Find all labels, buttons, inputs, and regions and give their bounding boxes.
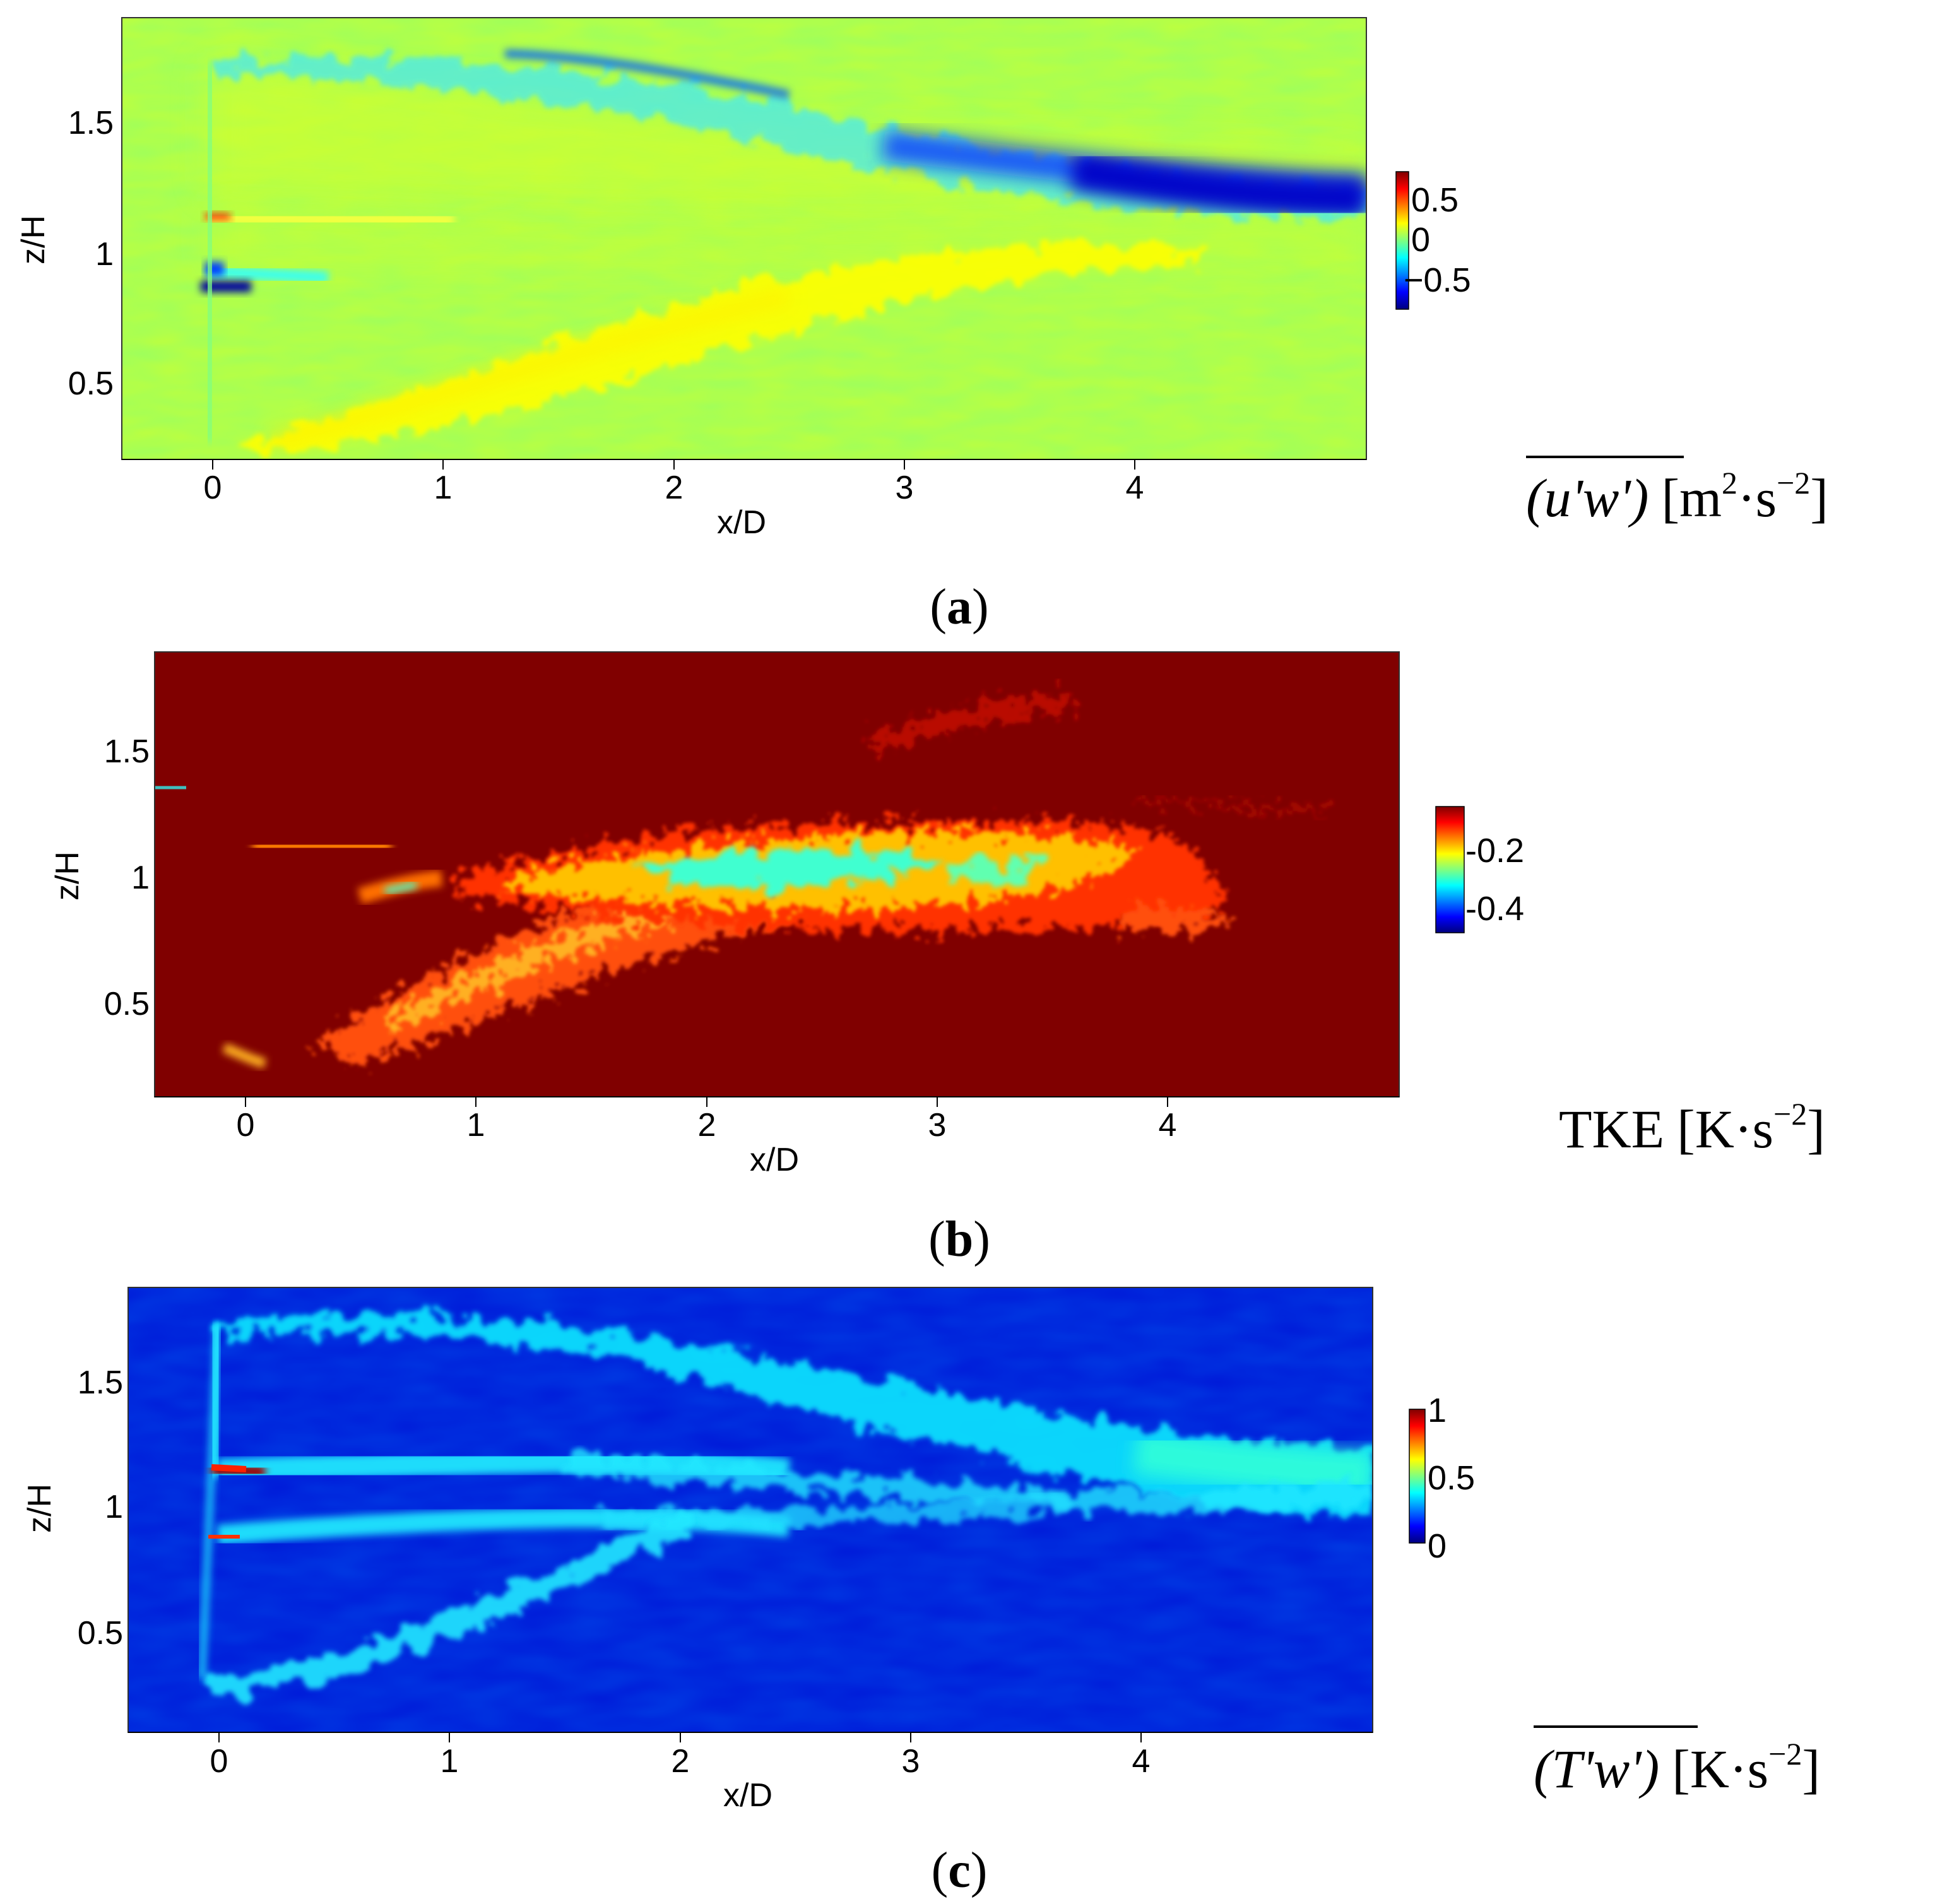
x-tick-label: 1 [441, 1743, 459, 1780]
x-tick-label: 3 [928, 1107, 947, 1144]
y-tick-label: 0.5 [68, 365, 114, 402]
panel-label-a: (a) [930, 579, 988, 635]
y-tick-label: 1 [131, 860, 150, 896]
panel-a: 0 1 2 3 4 x/D 1.5 1 0.5 z/H 0.5 0 −0.5 (… [15, 17, 1828, 635]
svg-text:(T'w')[K·s−2]: (T'w') [K·s−2] [1534, 1736, 1820, 1799]
colorbar-c: 1 0.5 0 [1409, 1392, 1475, 1565]
colorbar-label-overline: (u'w') [1526, 468, 1648, 528]
unit-sup: −2 [1773, 1096, 1807, 1132]
unit-mid: ·s [1737, 468, 1777, 528]
x-axis-label: x/D [750, 1142, 799, 1178]
x-tick-label: 2 [672, 1743, 690, 1780]
colorbar-tick-label: 1 [1428, 1392, 1447, 1429]
heatmap-c [128, 1287, 1373, 1732]
x-tick-label: 1 [467, 1107, 485, 1144]
colorbar-label-c: (T'w') [K·s−2] [1534, 1725, 1820, 1799]
svg-text:(u'w')[m2·s−2]: (u'w') [m2·s−2] [1526, 465, 1828, 528]
colorbar-a: 0.5 0 −0.5 [1395, 171, 1471, 310]
heatmap-a [122, 18, 1366, 459]
x-tick-label: 4 [1126, 470, 1144, 506]
x-tick-label: 3 [902, 1743, 920, 1780]
x-tick-label: 4 [1132, 1743, 1151, 1780]
y-axis-label: z/H [15, 215, 52, 264]
colorbar-label-a: (u'w') [m2·s−2] [1526, 456, 1828, 528]
colorbar-label-b: TKE [K·s−2] [1559, 1096, 1825, 1159]
unit-mid: ·s [1734, 1099, 1773, 1159]
unit-sup: 2 [1722, 465, 1737, 500]
heatmap-b [155, 652, 1399, 1097]
colorbar-tick-label: 0 [1411, 221, 1430, 259]
colorbar-b: -0.2 -0.4 [1435, 806, 1524, 933]
colorbar-tick-label: 0 [1428, 1527, 1447, 1565]
x-tick-label: 1 [434, 470, 453, 506]
y-axis-label: z/H [21, 1484, 58, 1533]
y-tick-label: 1.5 [104, 733, 150, 770]
unit-open: [K [1677, 1099, 1734, 1159]
y-tick-label: 1 [105, 1489, 123, 1525]
x-tick-label: 2 [665, 470, 683, 506]
y-tick-label: 0.5 [78, 1615, 123, 1652]
y-tick-label: 1 [95, 236, 114, 273]
panel-label-c: (c) [932, 1843, 988, 1898]
unit-open: [K [1672, 1739, 1729, 1799]
x-axis-a: 0 1 2 3 4 x/D [122, 459, 1366, 541]
y-axis-b: 1.5 1 0.5 z/H [49, 733, 150, 1022]
colorbar-tick-label: -0.2 [1465, 832, 1524, 870]
svg-text:TKE[K·s−2]: TKE [K·s−2] [1559, 1096, 1825, 1159]
unit-open: [m [1661, 468, 1722, 528]
unit-close: ] [1802, 1739, 1820, 1799]
unit-sup: −2 [1768, 1736, 1802, 1771]
unit-close: ] [1810, 468, 1828, 528]
colorbar-label-overline: (T'w') [1534, 1739, 1659, 1799]
y-axis-c: 1.5 1 0.5 z/H [21, 1364, 123, 1652]
x-tick-label: 0 [237, 1107, 255, 1144]
unit-mid: ·s [1729, 1739, 1768, 1799]
y-axis-a: 1.5 1 0.5 z/H [15, 105, 114, 402]
x-axis-label: x/D [723, 1777, 772, 1814]
unit-prefix: TKE [1559, 1099, 1664, 1159]
y-tick-label: 1.5 [68, 105, 114, 141]
x-tick-label: 3 [896, 470, 914, 506]
x-axis-label: x/D [717, 504, 766, 541]
colorbar-tick-label: −0.5 [1404, 261, 1471, 299]
panel-label-b: (b) [928, 1212, 990, 1267]
x-tick-label: 0 [204, 470, 222, 506]
x-axis-b: 0 1 2 3 4 x/D [155, 1096, 1399, 1178]
panel-b: 0 1 2 3 4 x/D 1.5 1 0.5 z/H -0.2 -0.4 TK… [49, 651, 1825, 1267]
colorbar-tick-label: -0.4 [1465, 890, 1524, 928]
x-tick-label: 2 [698, 1107, 716, 1144]
x-tick-label: 4 [1159, 1107, 1177, 1144]
y-tick-label: 0.5 [104, 986, 150, 1022]
panel-c: 0 1 2 3 4 x/D 1.5 1 0.5 z/H 1 0.5 0 (T'w… [21, 1287, 1820, 1898]
x-axis-c: 0 1 2 3 4 x/D [128, 1732, 1373, 1814]
unit-sup: −2 [1777, 465, 1810, 500]
y-axis-label: z/H [49, 851, 86, 901]
x-tick-label: 0 [210, 1743, 228, 1780]
y-tick-label: 1.5 [78, 1364, 123, 1401]
colorbar-tick-label: 0.5 [1411, 181, 1459, 219]
unit-close: ] [1807, 1099, 1825, 1159]
colorbar-tick-label: 0.5 [1428, 1459, 1475, 1497]
